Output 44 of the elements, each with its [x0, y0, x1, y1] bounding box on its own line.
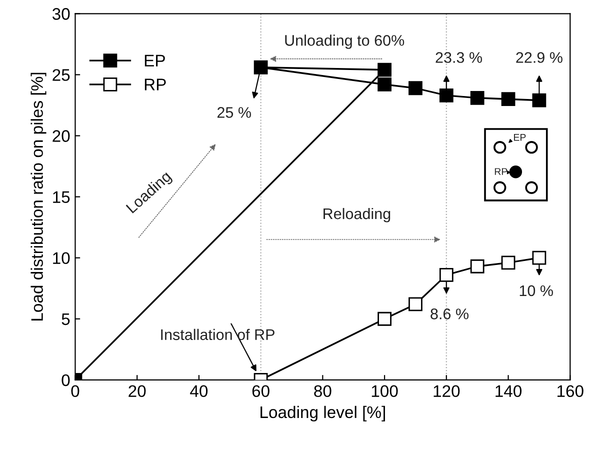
point: [408, 297, 422, 312]
annotation: Installation of RP: [161, 328, 274, 340]
point: [378, 78, 392, 92]
point: [378, 62, 392, 77]
point: [378, 312, 392, 326]
annotation: RP: [494, 168, 508, 175]
point: [501, 92, 516, 106]
y-axis-title: Load distribution ratio on piles [%]: [30, 72, 46, 320]
annotation: Reloading: [324, 208, 390, 222]
annotation: 8.6 %: [430, 308, 468, 320]
point: [439, 268, 454, 282]
x-tick-label: 40: [190, 385, 208, 398]
point: [532, 93, 546, 108]
x-tick-label: 60: [252, 385, 270, 398]
annotation: 22.9 %: [516, 52, 562, 63]
x-tick-label: 140: [496, 385, 522, 398]
x-tick-label: 20: [128, 385, 146, 398]
annotation: Unloading to 60%: [285, 34, 404, 49]
point: [470, 90, 484, 105]
y-tick-label: 5: [62, 313, 70, 326]
legend-label: RP: [144, 78, 166, 90]
y-tick-label: 15: [53, 191, 70, 203]
y-tick-label: 0: [62, 374, 70, 386]
annotation: 25 %: [217, 107, 251, 118]
x-tick-label: 100: [372, 385, 398, 398]
point: [439, 88, 454, 102]
y-tick-label: 25: [52, 69, 70, 81]
annotation: EP: [514, 134, 526, 141]
x-axis-title: Loading level [%]: [260, 406, 385, 422]
y-tick-label: 10: [53, 252, 70, 264]
x-tick-label: 80: [314, 385, 332, 398]
y-tick-label: 30: [52, 8, 70, 20]
y-tick-label: 20: [52, 130, 70, 142]
point: [470, 259, 484, 274]
legend-label: EP: [144, 54, 165, 66]
point: [501, 256, 516, 270]
point: [408, 81, 422, 96]
x-tick-label: 120: [434, 385, 460, 398]
annotation: 23.3 %: [436, 52, 482, 63]
x-tick-label: 0: [71, 385, 80, 398]
annotation: 10 %: [520, 285, 553, 296]
point: [254, 60, 268, 74]
point: [532, 250, 546, 265]
x-tick-label: 160: [558, 385, 584, 398]
